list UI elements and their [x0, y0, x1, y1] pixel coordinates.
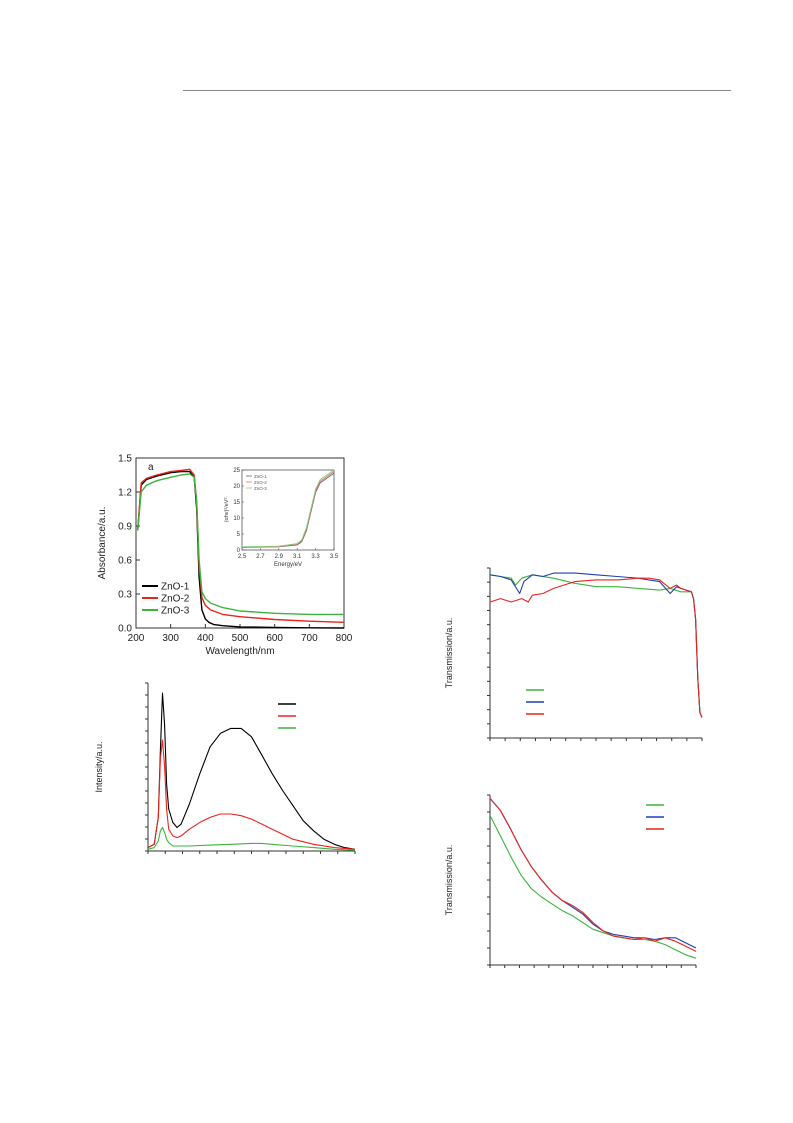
inset-legend-label: ZnO-1: [254, 474, 267, 479]
abs-y-tick-label: 0.6: [118, 556, 132, 567]
abs-series-zno-1: [137, 470, 345, 629]
photoluminescence-series-0: [147, 692, 356, 850]
inset-x-tick-label: 2.5: [238, 554, 247, 560]
inset-x-tick-label: 3.1: [293, 554, 302, 560]
photoluminescence-series-1: [147, 739, 356, 850]
transmission-chart-2: Transmission/a.u.: [444, 794, 697, 968]
abs-legend-label-zno-2: ZnO-2: [161, 594, 190, 605]
abs-y-tick-label: 1.2: [118, 488, 132, 499]
transmission-1-series-1: [489, 572, 703, 718]
inset-y-tick-label: 20: [233, 484, 240, 490]
header-rule: [183, 90, 731, 91]
inset-x-tick-label: 3.3: [311, 554, 320, 560]
inset-x-tick-label: 2.7: [256, 554, 265, 560]
abs-y-tick-label: 0.3: [118, 590, 132, 601]
abs-legend-label-zno-3: ZnO-3: [161, 606, 190, 617]
photoluminescence-y-axis-label: Intensity/a.u.: [94, 741, 104, 792]
inset-legend-label: ZnO-3: [254, 486, 267, 491]
pl-intensity-chart: Intensity/a.u.: [94, 682, 356, 854]
transmission-2-series-0: [489, 815, 697, 959]
abs-y-tick-label: 1.5: [118, 454, 132, 465]
abs-panel-label: a: [148, 462, 154, 473]
photoluminescence-series-2: [147, 826, 356, 851]
transmission-2-y-axis-label: Transmission/a.u.: [444, 845, 454, 916]
inset-series-zno-3: [241, 469, 335, 548]
inset-y-tick-label: 25: [233, 468, 240, 474]
abs-x-tick-label: 200: [128, 633, 145, 644]
abs-x-axis-label: Wavelength/nm: [205, 646, 274, 657]
abs-x-tick-label: 500: [232, 633, 249, 644]
inset-y-axis-label: (αhν)²/eV²: [224, 498, 230, 523]
abs-legend-label-zno-1: ZnO-1: [161, 582, 190, 593]
abs-series-zno-3: [137, 473, 344, 616]
transmission-1-y-axis-label: Transmission/a.u.: [444, 618, 454, 689]
abs-y-tick-label: 0.0: [118, 624, 132, 635]
abs-x-tick-label: 600: [266, 633, 283, 644]
inset-y-tick-label: 5: [237, 532, 241, 538]
abs-y-axis-label: Absorbance/a.u.: [97, 507, 108, 580]
transmission-1-series-0: [489, 574, 703, 718]
inset-x-tick-label: 2.9: [275, 554, 284, 560]
inset-legend-label: ZnO-2: [254, 480, 267, 485]
transmission-1-series-2: [489, 577, 703, 718]
inset-x-tick-label: 3.5: [330, 554, 339, 560]
abs-x-tick-label: 300: [162, 633, 179, 644]
inset-y-tick-label: 10: [233, 516, 240, 522]
transmission-chart-1: Transmission/a.u.: [444, 567, 703, 741]
abs-x-tick-label: 800: [336, 633, 353, 644]
transmission-2-series-1: [489, 798, 697, 949]
abs-x-tick-label: 700: [301, 633, 318, 644]
inset-y-tick-label: 15: [233, 500, 240, 506]
inset-x-axis-label: Energy/eV: [274, 562, 302, 568]
inset-y-tick-label: 0: [237, 548, 241, 554]
abs-y-tick-label: 0.9: [118, 522, 132, 533]
absorbance-chart: 200 300 400 500 600 700 8000.00.30.60.91.21.5W…: [97, 454, 353, 658]
transmission-2-series-2: [489, 798, 697, 952]
abs-x-tick-label: 400: [197, 633, 214, 644]
